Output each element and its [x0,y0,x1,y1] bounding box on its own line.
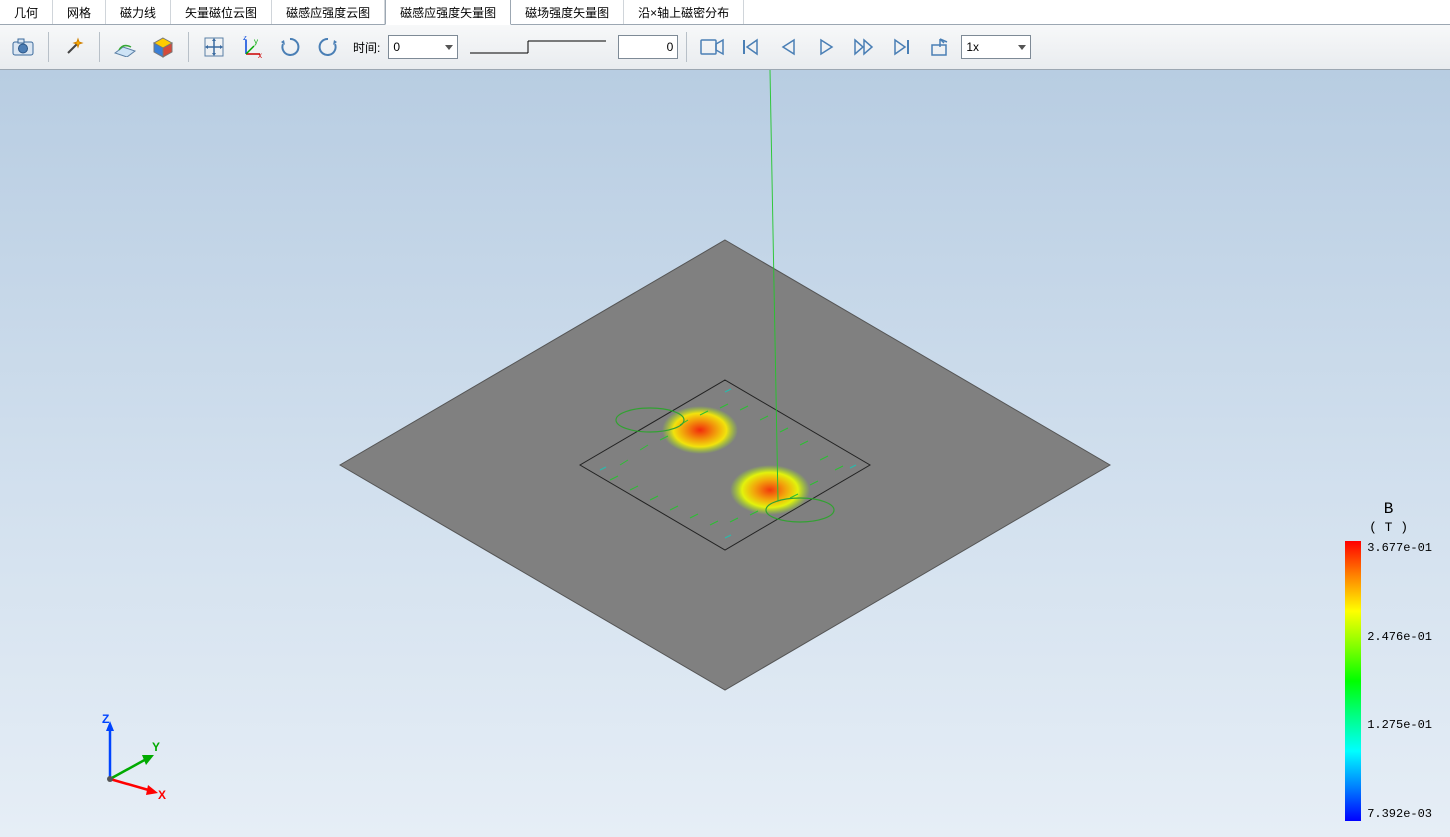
time-input[interactable]: 0 [618,35,678,59]
speed-value: 1x [966,40,979,54]
tab-fieldlines[interactable]: 磁力线 [106,0,171,24]
color-cube-button[interactable] [146,30,180,64]
step-back-icon [780,38,796,56]
speed-dropdown[interactable]: 1x [961,35,1031,59]
legend-title: B [1384,500,1394,518]
step-fwd-button[interactable] [847,30,881,64]
skip-first-icon [741,38,759,56]
viewport-3d[interactable]: Z Y X B ( T ) 3.677e-01 2.476e-01 1.275e… [0,70,1450,837]
legend-tick-2: 2.476e-01 [1367,630,1432,644]
time-dropdown[interactable]: 0 [388,35,458,59]
step-slider-graphic [468,37,608,57]
tab-b-vector[interactable]: 磁感应强度矢量图 [385,0,511,25]
tab-bar: 几何 网格 磁力线 矢量磁位云图 磁感应强度云图 磁感应强度矢量图 磁场强度矢量… [0,0,1450,25]
legend-tick-max: 3.677e-01 [1367,541,1432,555]
scene-svg [0,70,1450,837]
tab-geometry[interactable]: 几何 [0,0,53,24]
legend-tick-1: 1.275e-01 [1367,718,1432,732]
svg-text:x: x [258,51,262,58]
tab-axis-bdist[interactable]: 沿×轴上磁密分布 [624,0,744,24]
skip-last-icon [893,38,911,56]
legend-colorbar [1345,541,1361,821]
color-legend: B ( T ) 3.677e-01 2.476e-01 1.275e-01 7.… [1345,500,1432,821]
chevron-down-icon [445,45,453,50]
toolbar: z yx 时间: 0 0 1x [0,25,1450,70]
rotate-ccw-icon [317,36,339,58]
svg-text:X: X [158,788,166,799]
coordinate-triad: Z Y X [80,709,170,799]
magic-wand-button[interactable] [57,30,91,64]
move-button[interactable] [197,30,231,64]
surface-plot-button[interactable] [108,30,142,64]
chevron-down-icon [1018,45,1026,50]
camera-button[interactable] [6,30,40,64]
color-cube-icon [152,36,174,58]
legend-unit: ( T ) [1369,520,1408,535]
legend-ticks: 3.677e-01 2.476e-01 1.275e-01 7.392e-03 [1367,541,1432,821]
svg-text:Y: Y [152,740,160,754]
plate-surface [340,240,1110,690]
surface-icon [113,37,137,57]
time-dropdown-value: 0 [393,40,400,54]
rotate-ccw-button[interactable] [311,30,345,64]
svg-text:y: y [254,37,258,46]
magic-wand-icon [63,36,85,58]
play-icon [818,38,834,56]
step-fwd-icon [853,38,875,56]
record-icon [700,38,724,56]
tab-h-vector[interactable]: 磁场强度矢量图 [511,0,624,24]
legend-tick-min: 7.392e-03 [1367,807,1432,821]
tab-vecpotential-contour[interactable]: 矢量磁位云图 [171,0,272,24]
svg-text:Z: Z [102,712,109,726]
rotate-cw-icon [279,36,301,58]
tab-mesh[interactable]: 网格 [53,0,106,24]
time-input-value: 0 [667,40,674,54]
time-label: 时间: [353,39,380,56]
camera-icon [12,38,34,56]
export-icon [930,37,950,57]
skip-first-button[interactable] [733,30,767,64]
svg-text:z: z [243,36,247,42]
step-back-button[interactable] [771,30,805,64]
play-button[interactable] [809,30,843,64]
export-anim-button[interactable] [923,30,957,64]
move-icon [203,36,225,58]
rotate-cw-button[interactable] [273,30,307,64]
axes-orient-button[interactable]: z yx [235,30,269,64]
record-button[interactable] [695,30,729,64]
time-step-slider[interactable] [468,37,608,57]
tab-b-contour[interactable]: 磁感应强度云图 [272,0,385,24]
axes-icon: z yx [240,36,264,58]
skip-last-button[interactable] [885,30,919,64]
